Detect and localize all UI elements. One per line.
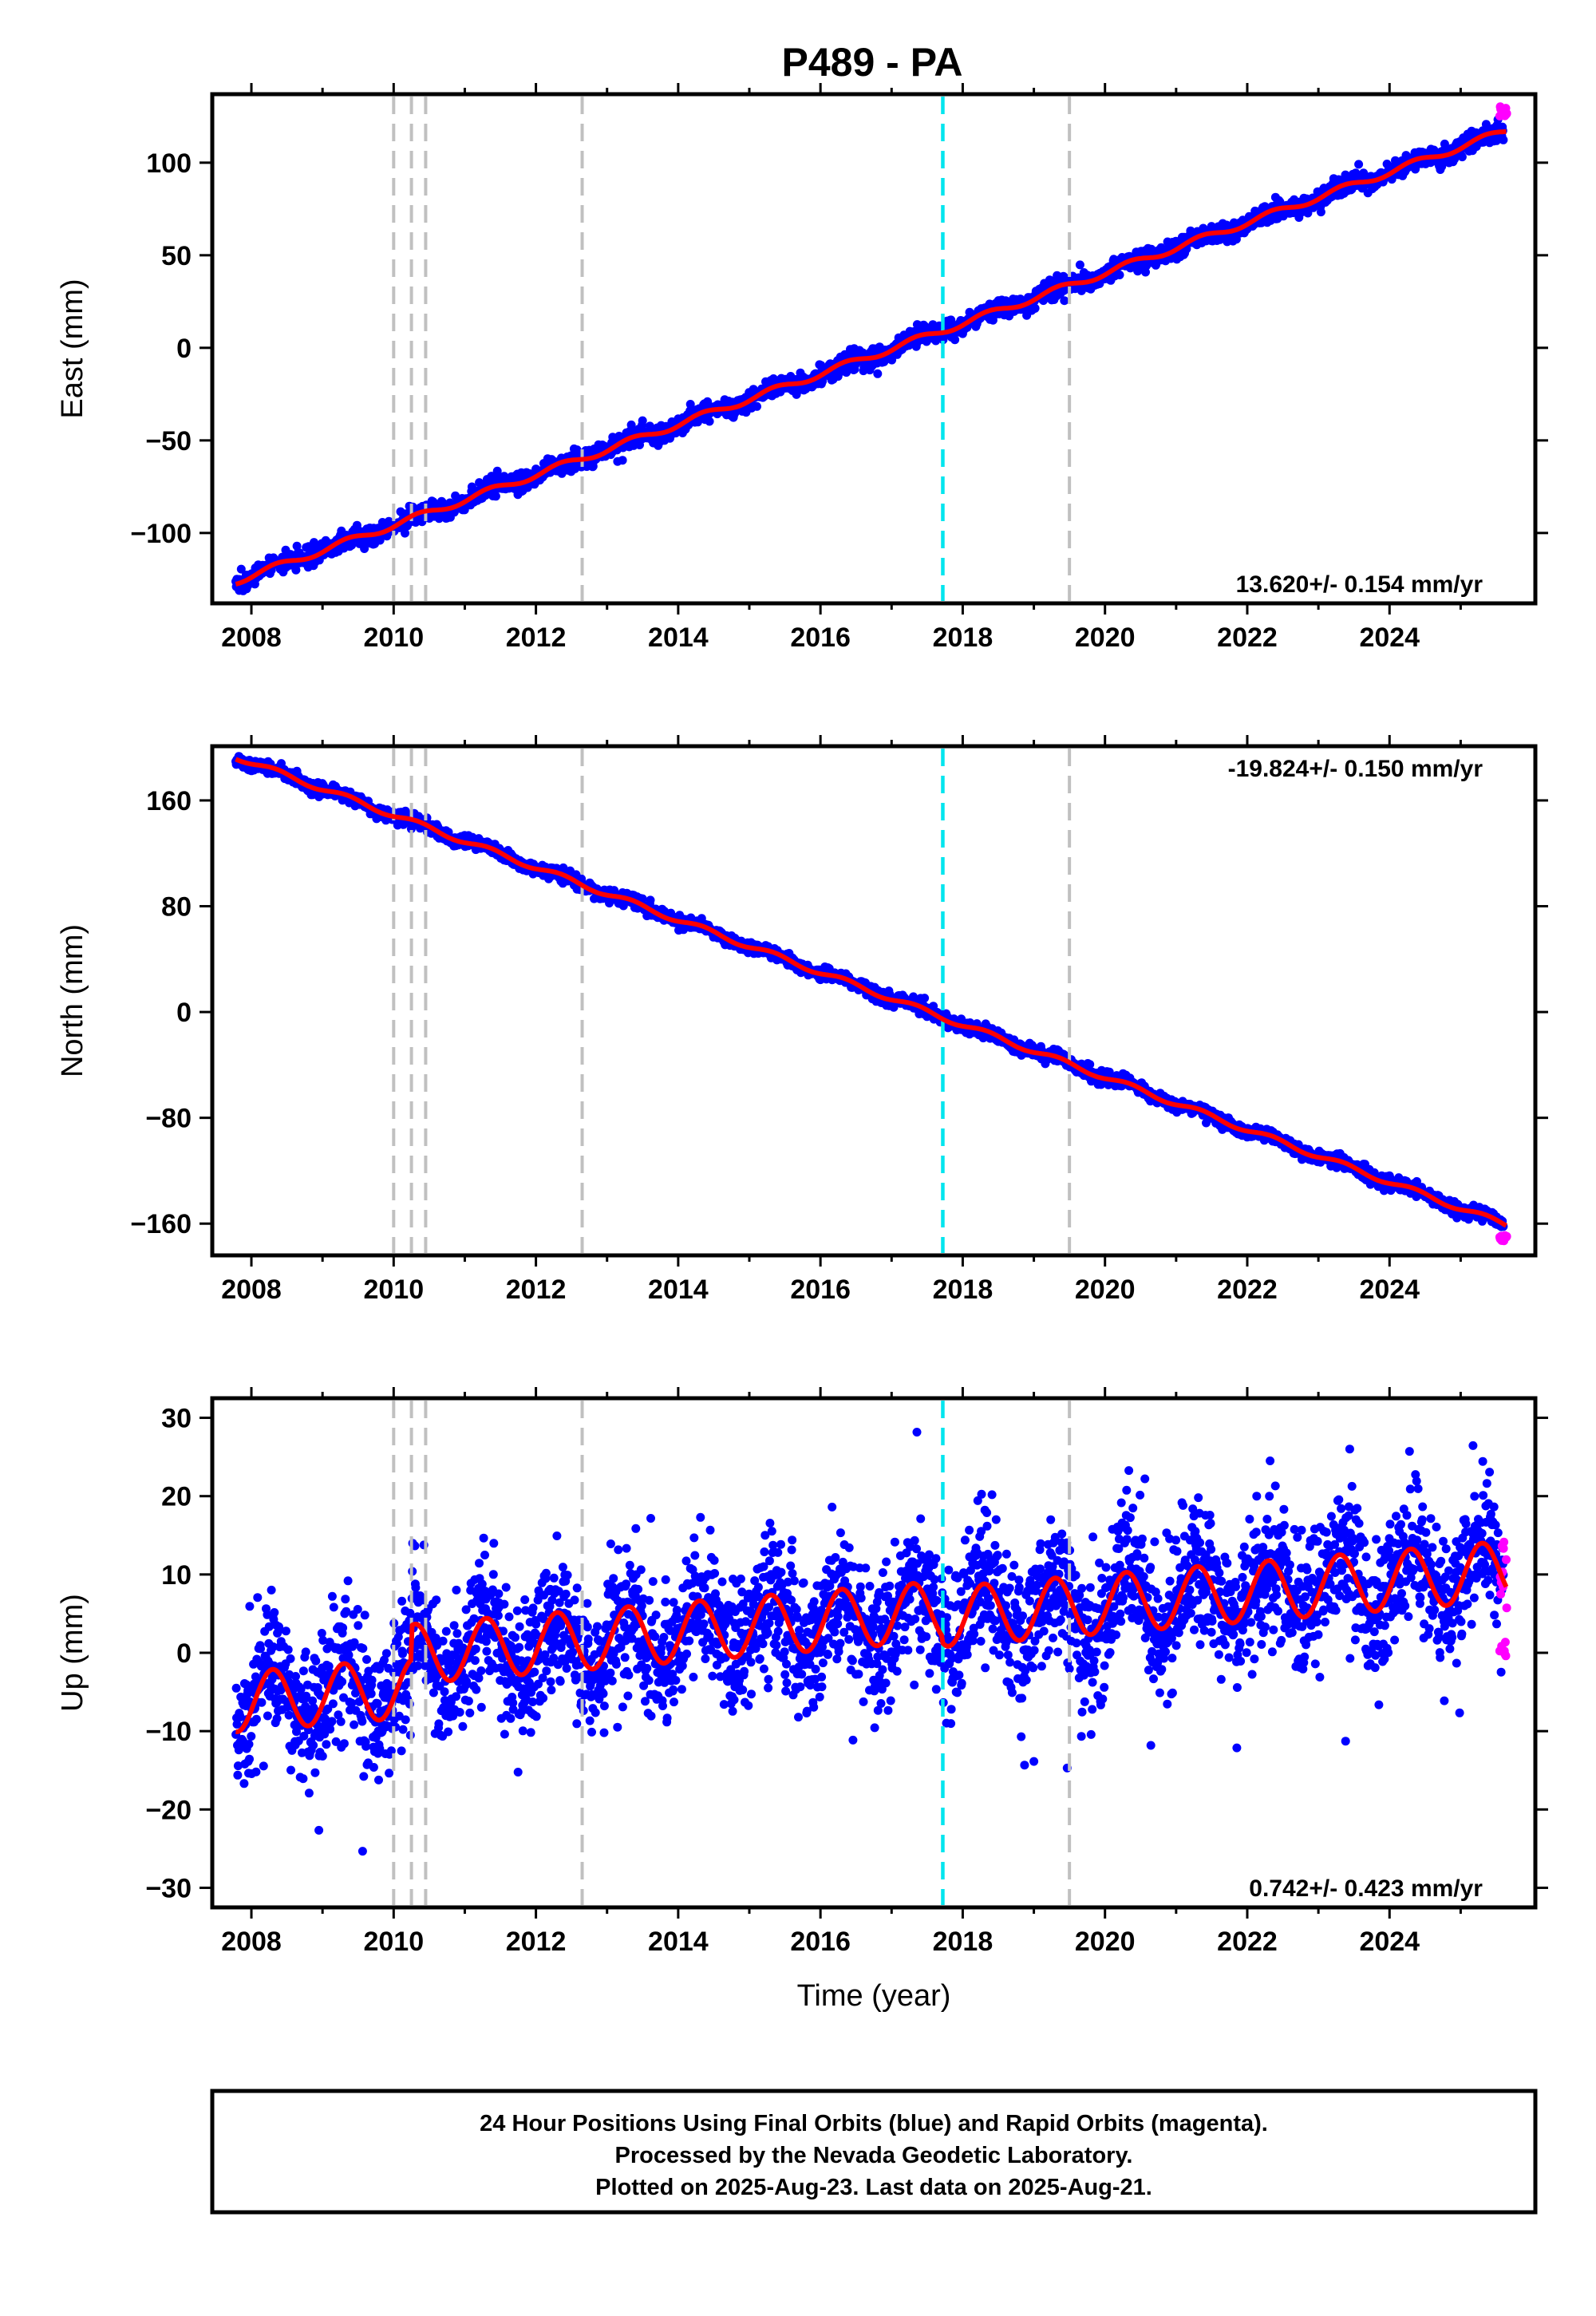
east-points (231, 102, 1511, 595)
east-position-point (460, 505, 469, 515)
east-y-tick-label: −100 (130, 519, 192, 549)
east-position-point (1030, 303, 1040, 313)
north-position-point (1085, 1060, 1095, 1069)
east-position-point (618, 456, 627, 465)
east-x-tick-label: 2014 (648, 622, 709, 653)
east-position-point (491, 492, 500, 501)
east-position-point (347, 540, 357, 550)
east-y-tick-label: 0 (176, 334, 192, 364)
east-position-point (950, 335, 960, 345)
east-y-tick-label: 100 (146, 148, 192, 179)
panel-east: 2008 2010 2012 2014 2016 2018 2020 2022 2024 −100… (56, 83, 1548, 653)
east-position-point (236, 564, 246, 574)
east-x-tick-label: 2012 (506, 622, 567, 653)
chart-title: P489 - PA (782, 40, 963, 85)
east-position-point (1115, 271, 1124, 279)
panel-north: 2008 2010 2012 2014 2016 2018 2020 2022 2024−160… (56, 735, 1548, 1305)
east-x-tick-label: 2016 (790, 622, 851, 653)
east-x-tick-label: 2010 (363, 622, 424, 653)
east-x-tick-label: 2008 (221, 622, 282, 653)
east-position-point (1499, 135, 1508, 144)
east-position-point (291, 565, 301, 575)
east-y-axis-label: East (mm) (56, 279, 89, 418)
north-position-point (646, 895, 655, 905)
east-x-tick-label: 2020 (1075, 622, 1136, 653)
east-position-point (1075, 260, 1084, 270)
east-rapid-point (1502, 109, 1511, 118)
east-position-point (292, 541, 302, 551)
east-x-tick-label: 2018 (933, 622, 994, 653)
east-x-tick-label: 2024 (1359, 622, 1420, 653)
east-position-point (1354, 160, 1364, 169)
east-position-point (753, 401, 761, 411)
east-position-point (1060, 296, 1069, 306)
north-position-point (920, 994, 930, 1003)
east-x-tick-label: 2022 (1217, 622, 1278, 653)
east-position-point (360, 544, 369, 553)
east-position-point (638, 416, 647, 425)
east-y-tick-label: −50 (145, 426, 192, 456)
east-position-point (1316, 207, 1325, 217)
east-position-point (1457, 152, 1467, 162)
east-position-point (873, 369, 883, 378)
east-position-point (705, 417, 714, 426)
east-rate-label: 13.620+/- 0.154 mm/yr (1236, 571, 1483, 598)
east-y-tick-label: 50 (161, 241, 192, 271)
